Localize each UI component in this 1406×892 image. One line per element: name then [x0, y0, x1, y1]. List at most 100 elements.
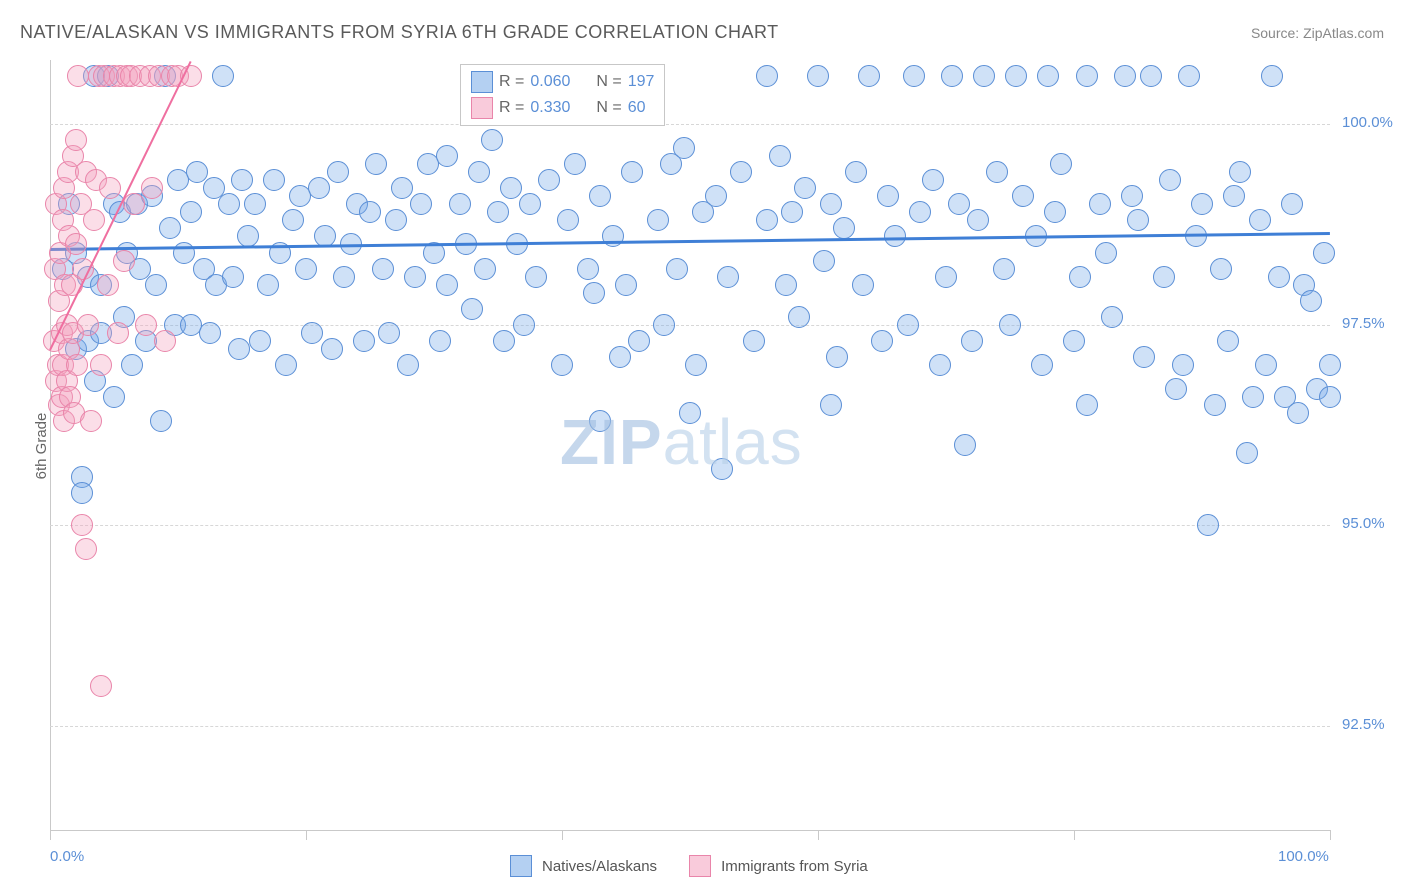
data-point: [525, 266, 547, 288]
data-point: [903, 65, 925, 87]
data-point: [90, 354, 112, 376]
data-point: [1236, 442, 1258, 464]
data-point: [1031, 354, 1053, 376]
x-tick: [50, 830, 51, 840]
data-point: [679, 402, 701, 424]
legend-row: R = 0.060 N = 197: [471, 69, 654, 95]
data-point: [77, 314, 99, 336]
data-point: [404, 266, 426, 288]
data-point: [1210, 258, 1232, 280]
gridline: [50, 525, 1330, 526]
data-point: [333, 266, 355, 288]
data-point: [295, 258, 317, 280]
data-point: [436, 274, 458, 296]
data-point: [628, 330, 650, 352]
data-point: [1172, 354, 1194, 376]
data-point: [1089, 193, 1111, 215]
data-point: [145, 274, 167, 296]
gridline: [50, 124, 1330, 125]
data-point: [788, 306, 810, 328]
data-point: [308, 177, 330, 199]
gridline: [50, 325, 1330, 326]
data-point: [993, 258, 1015, 280]
data-point: [249, 330, 271, 352]
data-point: [653, 314, 675, 336]
data-point: [83, 209, 105, 231]
data-point: [1204, 394, 1226, 416]
data-point: [935, 266, 957, 288]
data-point: [1217, 330, 1239, 352]
data-point: [1063, 330, 1085, 352]
x-tick-label: 100.0%: [1278, 848, 1329, 865]
data-point: [929, 354, 951, 376]
data-point: [961, 330, 983, 352]
data-point: [71, 482, 93, 504]
data-point: [321, 338, 343, 360]
data-point: [90, 675, 112, 697]
legend-swatch: [471, 97, 493, 119]
data-point: [372, 258, 394, 280]
legend-swatch: [689, 855, 711, 877]
data-point: [436, 145, 458, 167]
legend-r-label: R =: [499, 99, 524, 117]
data-point: [769, 145, 791, 167]
data-point: [1313, 242, 1335, 264]
data-point: [1140, 65, 1162, 87]
legend-n-label: N =: [596, 99, 621, 117]
data-point: [481, 129, 503, 151]
data-point: [449, 193, 471, 215]
data-point: [385, 209, 407, 231]
data-point: [154, 330, 176, 352]
legend-n-value: 197: [628, 73, 655, 91]
legend-r-value: 0.330: [530, 99, 570, 117]
data-point: [97, 274, 119, 296]
legend-n-value: 60: [628, 99, 646, 117]
data-point: [80, 410, 102, 432]
data-point: [461, 298, 483, 320]
legend-r-value: 0.060: [530, 73, 570, 91]
data-point: [583, 282, 605, 304]
source-attribution: Source: ZipAtlas.com: [1251, 25, 1384, 41]
data-point: [756, 65, 778, 87]
data-point: [615, 274, 637, 296]
data-point: [826, 346, 848, 368]
data-point: [1319, 386, 1341, 408]
data-point: [1242, 386, 1264, 408]
data-point: [275, 354, 297, 376]
data-point: [1133, 346, 1155, 368]
y-axis-label: 6th Grade: [33, 413, 50, 480]
data-point: [1101, 306, 1123, 328]
data-point: [135, 314, 157, 336]
legend-series-label: Immigrants from Syria: [721, 858, 868, 875]
data-point: [1300, 290, 1322, 312]
data-point: [103, 386, 125, 408]
data-point: [743, 330, 765, 352]
data-point: [173, 242, 195, 264]
data-point: [474, 258, 496, 280]
data-point: [65, 129, 87, 151]
legend-r-label: R =: [499, 73, 524, 91]
source-link[interactable]: ZipAtlas.com: [1303, 25, 1384, 41]
data-point: [257, 274, 279, 296]
data-point: [1069, 266, 1091, 288]
data-point: [1095, 242, 1117, 264]
data-point: [1268, 266, 1290, 288]
data-point: [1121, 185, 1143, 207]
x-tick-label: 0.0%: [50, 848, 84, 865]
data-point: [493, 330, 515, 352]
data-point: [820, 394, 842, 416]
x-tick: [562, 830, 563, 840]
data-point: [107, 322, 129, 344]
data-point: [551, 354, 573, 376]
data-point: [1287, 402, 1309, 424]
data-point: [378, 322, 400, 344]
x-tick: [1330, 830, 1331, 840]
data-point: [513, 314, 535, 336]
data-point: [999, 314, 1021, 336]
data-point: [222, 266, 244, 288]
y-tick-label: 92.5%: [1342, 716, 1385, 733]
legend-series-label: Natives/Alaskans: [542, 858, 657, 875]
legend-n-label: N =: [596, 73, 621, 91]
x-tick: [818, 830, 819, 840]
data-point: [1076, 65, 1098, 87]
